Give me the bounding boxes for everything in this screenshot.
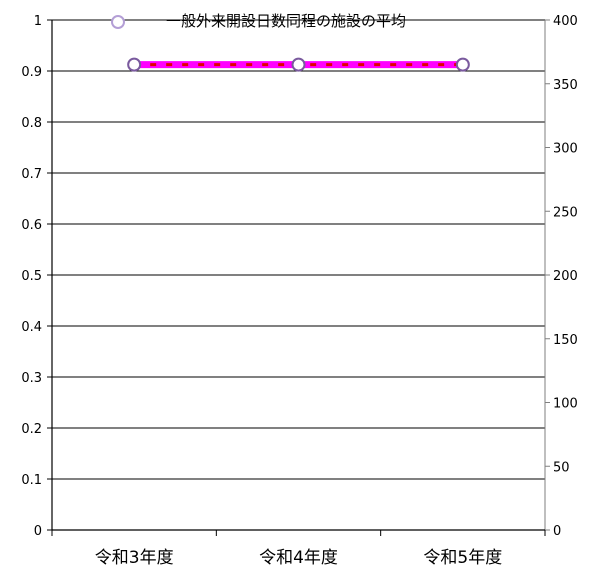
x-tick-label: 令和5年度	[423, 548, 502, 568]
left-tick-label: 0.5	[21, 269, 42, 284]
left-tick-label: 0.8	[21, 116, 42, 131]
left-tick-label: 0.4	[21, 320, 42, 335]
right-tick-label: 100	[553, 397, 578, 412]
series	[127, 57, 470, 72]
data-point	[127, 57, 142, 72]
legend: 一般外来開設日数同程の施設の平均	[111, 12, 406, 30]
right-tick-label: 250	[553, 205, 578, 220]
left-tick-label: 0.3	[21, 371, 42, 386]
x-tick-label: 令和4年度	[259, 548, 338, 568]
legend-label: 一般外来開設日数同程の施設の平均	[166, 12, 406, 30]
right-tick-label: 50	[553, 460, 570, 475]
right-tick-label: 0	[553, 524, 561, 539]
right-tick-label: 200	[553, 269, 578, 284]
right-y-axis: 0 50 100 150 200 250 300 350 400	[545, 14, 578, 539]
left-y-axis: 0 0.1 0.2 0.3 0.4 0.5 0.6 0.7 0.8 0.9 1	[21, 14, 52, 539]
x-tick-label: 令和3年度	[95, 548, 174, 568]
x-axis: 令和3年度 令和4年度 令和5年度	[51, 530, 546, 568]
left-tick-label: 0.2	[21, 422, 42, 437]
right-tick-label: 150	[553, 333, 578, 348]
left-tick-label: 0.7	[21, 167, 42, 182]
left-tick-label: 0.1	[21, 473, 42, 488]
data-point	[455, 57, 470, 72]
left-tick-label: 1	[34, 14, 42, 29]
right-tick-label: 400	[553, 14, 578, 29]
legend-marker	[111, 15, 125, 29]
left-tick-label: 0.9	[21, 65, 42, 80]
left-tick-label: 0.6	[21, 218, 42, 233]
data-point	[291, 57, 306, 72]
right-tick-label: 350	[553, 78, 578, 93]
grid-lines	[52, 19, 545, 480]
left-tick-label: 0	[34, 524, 42, 539]
right-tick-label: 300	[553, 142, 578, 157]
